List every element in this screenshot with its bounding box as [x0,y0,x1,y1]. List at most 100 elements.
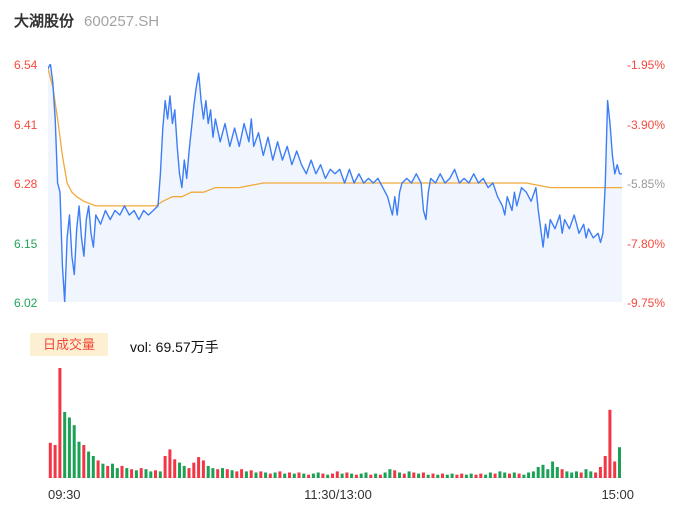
volume-bar [431,473,435,478]
volume-bar [230,470,234,478]
price-chart[interactable] [48,64,622,302]
volume-bar [618,447,621,478]
volume-bar [77,441,81,478]
volume-bar [87,451,91,478]
volume-bar [536,467,540,478]
y-axis-price-label: 6.28 [14,177,38,191]
volume-bar [149,471,153,478]
stock-name: 大湖股份 [14,13,75,30]
volume-bar [450,473,454,478]
volume-bar [412,472,416,478]
volume-bar [178,462,181,478]
volume-bar [302,473,306,478]
volume-bar [326,474,330,478]
volume-bar [579,472,583,478]
volume-bar [512,472,516,478]
volume-bar [484,474,488,478]
y-axis-percent-label: -3.90% [627,117,666,132]
volume-bar [67,417,71,478]
volume-bar [479,473,483,478]
volume-label-pill[interactable]: 日成交量 [30,333,109,356]
volume-chart-canvas[interactable] [48,364,622,478]
volume-bar [455,474,459,478]
volume-bar [407,471,411,478]
volume-bar [575,471,578,478]
volume-bar [168,449,172,478]
volume-bar [173,459,177,478]
volume-bar [508,473,511,478]
volume-bar [474,474,478,478]
volume-bar [297,472,301,478]
y-axis-price-label: 6.02 [14,296,38,310]
volume-bar [259,471,263,478]
volume-bar [551,461,555,478]
volume-bar [584,469,588,478]
volume-bar [211,468,215,478]
volume-bar [531,471,535,478]
volume-bar [445,474,449,478]
volume-chart[interactable] [48,364,622,478]
volume-bar [517,473,521,478]
volume-bar [101,463,105,478]
volume-bar [125,468,129,478]
stock-header: 大湖股份 600257.SH [14,13,159,31]
volume-bar [201,460,205,478]
volume-bar [206,465,210,478]
volume-bar [555,467,559,478]
price-line [48,64,622,302]
price-chart-canvas[interactable] [48,64,622,302]
volume-bar [503,472,507,478]
volume-bar [307,474,311,478]
volume-bar [134,470,138,478]
volume-bar [527,472,531,478]
volume-bar [182,465,186,478]
volume-bar [72,425,76,478]
volume-bar [192,462,196,478]
volume-bar [96,460,100,478]
volume-bar [608,409,612,478]
volume-bar [421,472,425,478]
volume-bar [316,472,320,478]
volume-bar [498,471,502,478]
volume-value: vol: 69.57万手 [130,339,219,355]
volume-header: 日成交量 vol: 69.57万手 [30,333,219,356]
volume-bar [187,468,191,478]
avg-price-line [48,68,622,207]
volume-bar [216,469,220,478]
volume-bar [364,472,368,478]
volume-bar [115,468,119,478]
volume-bar [249,470,253,478]
time-axis: 09:30 11:30/13:00 15:00 [48,487,634,503]
volume-bar [311,473,315,478]
volume-bar [398,472,401,478]
volume-bar [53,445,57,478]
volume-bar [488,472,492,478]
volume-bar [197,457,201,478]
volume-bar [369,474,373,478]
volume-bar [288,472,291,478]
volume-bar [244,471,248,478]
volume-bar [417,473,421,478]
volume-bar [359,473,363,478]
volume-bar [130,469,134,478]
volume-bar [139,468,143,478]
y-axis-percent-label: -7.80% [627,236,666,251]
time-axis-label-open: 09:30 [48,487,81,502]
volume-bar [598,467,602,478]
volume-bar [221,468,224,478]
volume-bar [541,464,545,478]
volume-bar [254,472,258,478]
volume-bar [522,474,526,478]
y-axis-price-label: 6.41 [14,117,38,132]
volume-bar [603,456,607,478]
volume-bar [560,469,564,478]
volume-bar [58,368,62,478]
volume-bar [441,473,444,478]
volume-bar [340,473,344,478]
volume-bar [321,473,325,478]
volume-bar [393,470,397,478]
volume-bar [354,474,358,478]
volume-bar [402,473,406,478]
volume-bar [383,472,387,478]
